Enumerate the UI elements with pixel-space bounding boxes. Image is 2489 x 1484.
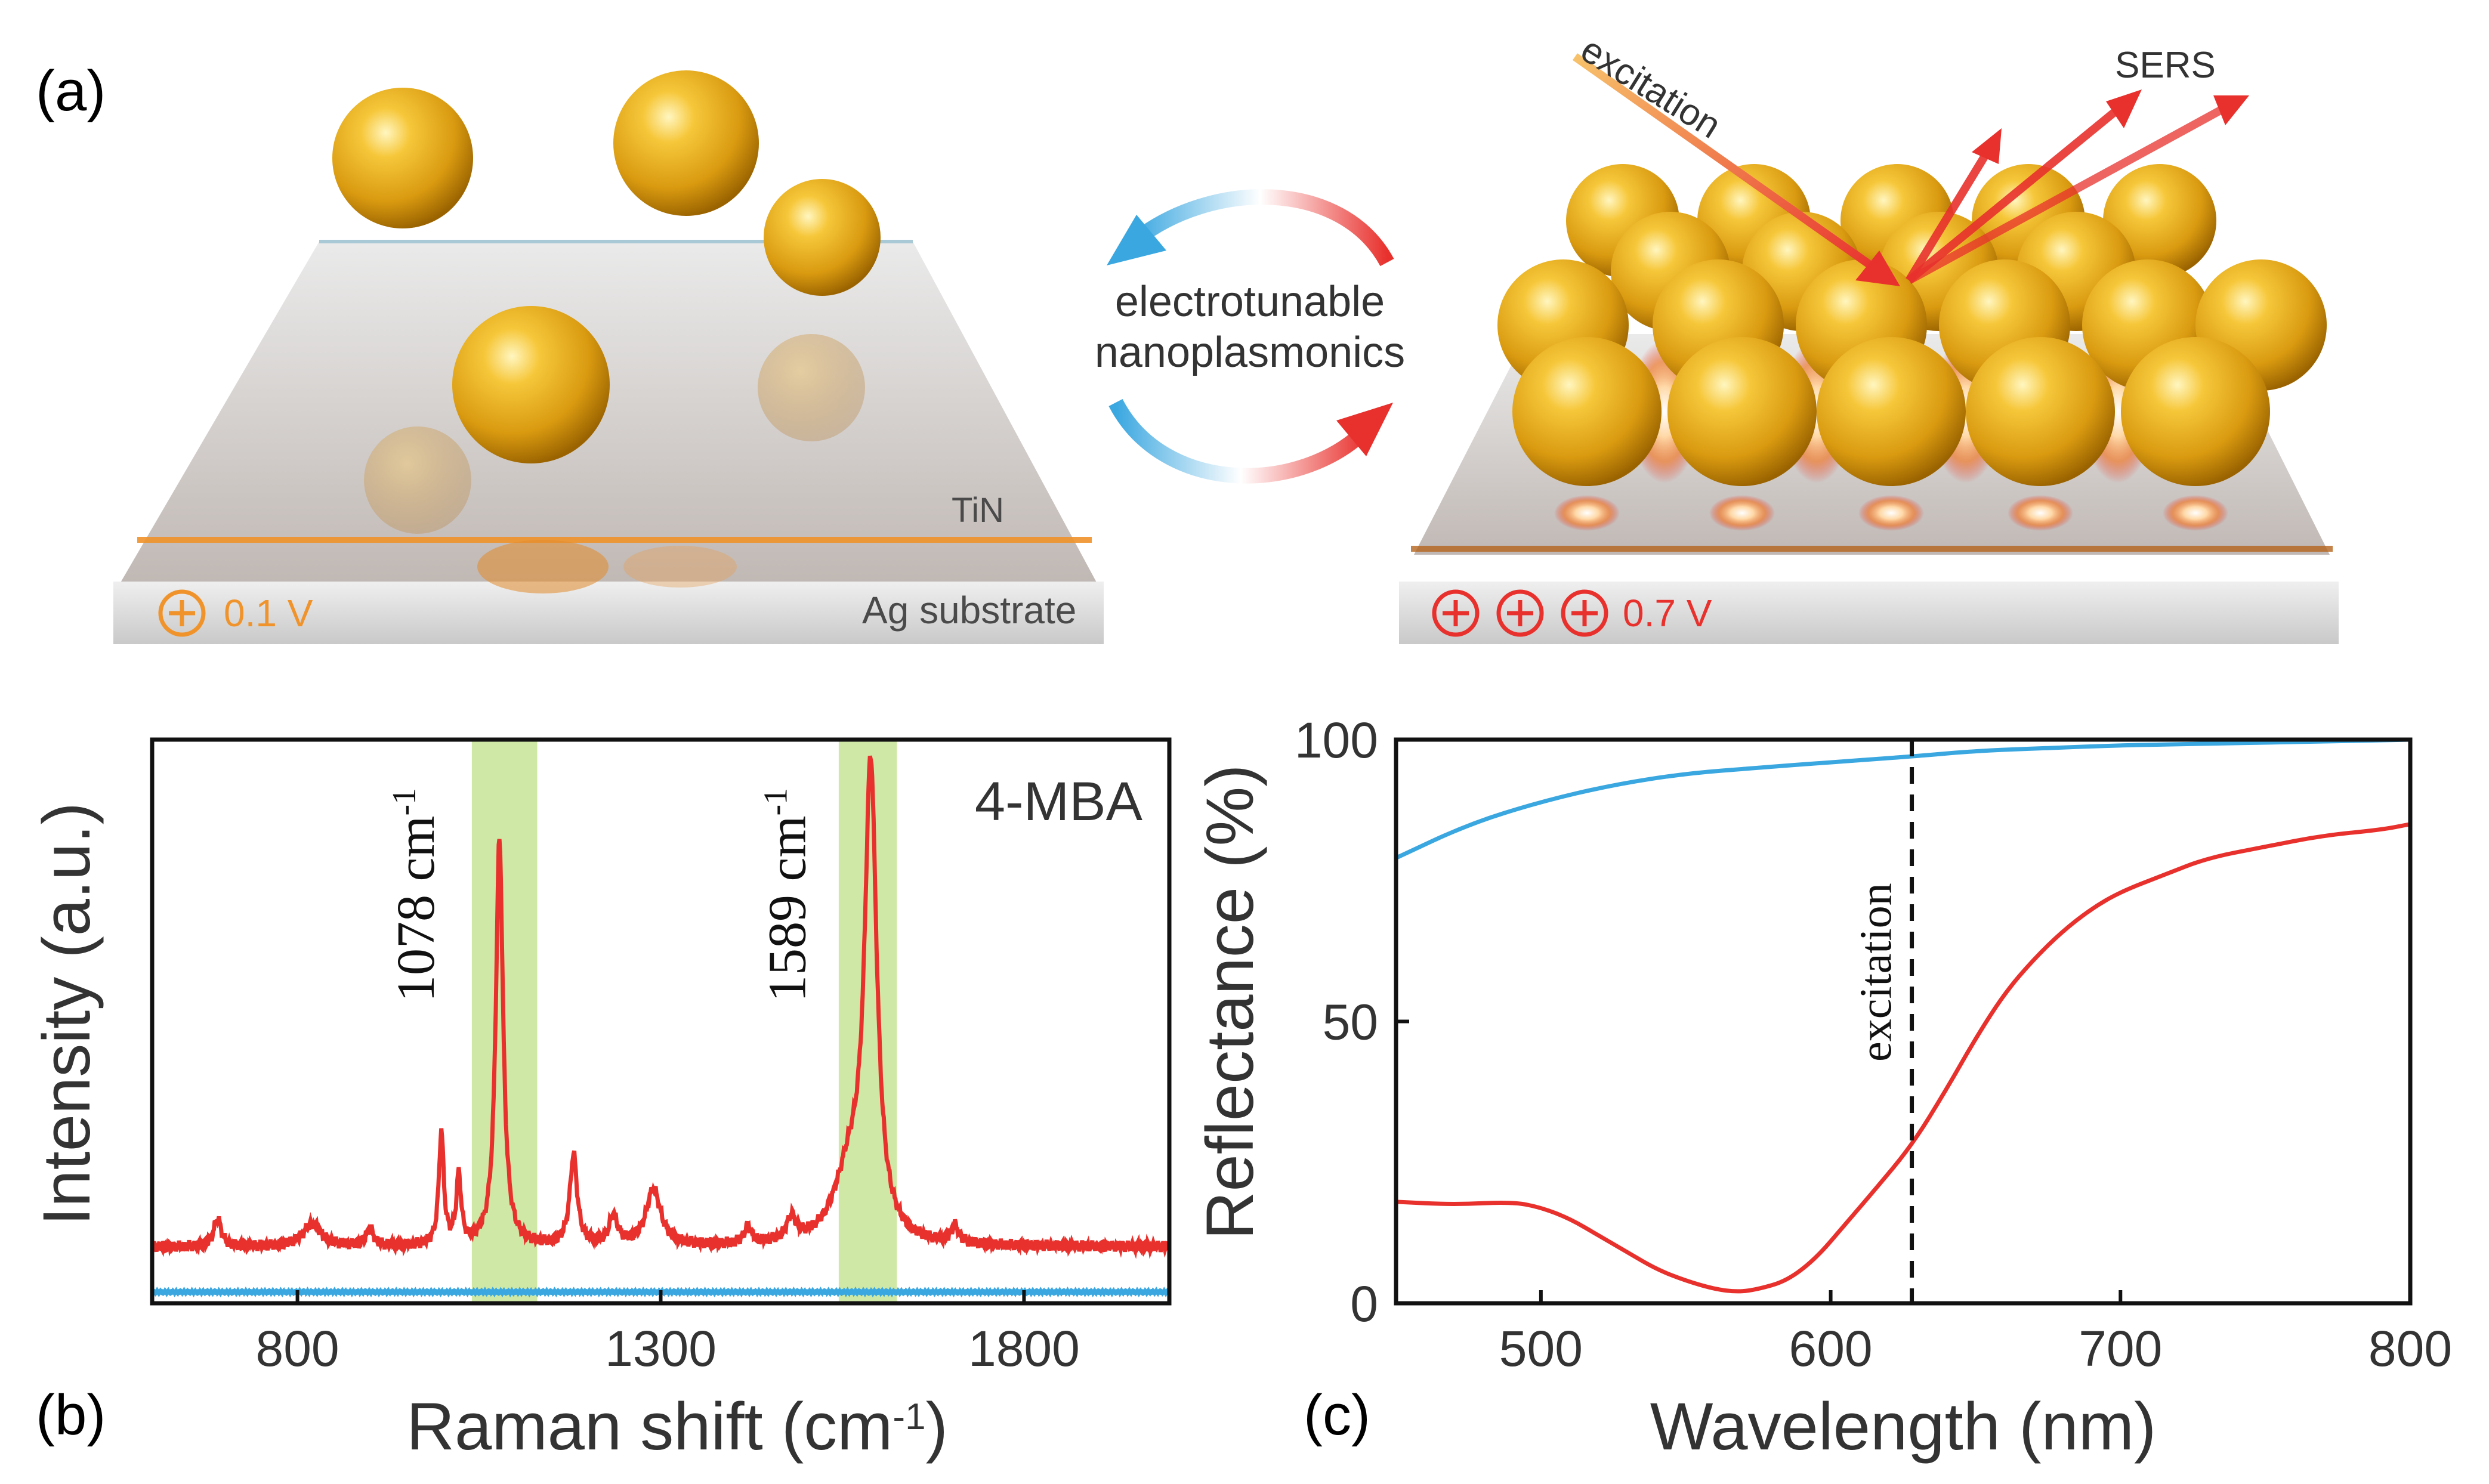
bottom-arc-arrowhead-icon [1336,403,1393,456]
panel-c-letter: (c) [1304,1383,1370,1447]
x-tick-label: 700 [2079,1321,2162,1377]
ag-substrate-label: Ag substrate [862,589,1076,632]
panel-b: (b) 800 1300 1800 4-MBA 1078 cm-1 1589 cm-1 R… [29,737,1172,1464]
reflectance-line [1395,822,2411,1294]
right-scene: excitation SERS 0.7 V [1399,29,2339,644]
raman-chart: 800 1300 1800 4-MBA 1078 cm-1 1589 cm-1 [150,737,1172,1377]
gold-nanoparticle [1512,337,1662,486]
sers-label: SERS [2115,45,2216,86]
plasmonic-hotspot [1554,495,1620,531]
plus-circle-icon [1496,589,1544,637]
y-tick-label: 100 [1295,712,1378,768]
sers-arrowhead-icon [2106,89,2142,128]
electrotunable-label: electrotunable [1115,278,1385,326]
excitation-arrowhead-icon [1855,251,1900,286]
sers-arrowhead-icon [1972,128,2002,164]
plasmonic-hotspot [2008,495,2073,531]
y-tick-label: 50 [1323,994,1378,1050]
right-ag-substrate [1399,582,2339,644]
peak-label: 1078 cm-1 [386,788,446,1002]
x-tick-label: 500 [1499,1321,1583,1377]
molecule-annotation: 4-MBA [975,771,1143,832]
plus-circle-icon [1561,589,1608,637]
plasmonic-hotspot [1709,495,1775,531]
peak-label: 1589 cm-1 [757,788,817,1002]
left-scene: TiN Ag substrate 0.1 V [113,70,1104,644]
ghost-particle [477,540,609,593]
gold-nanoparticle [1966,337,2115,486]
top-arc-arrow [1128,189,1394,267]
x-tick-label: 1800 [968,1321,1080,1377]
panel-a: (a) TiN Ag substrate 0.1 V [36,29,2339,644]
gold-nanoparticle [2121,337,2270,486]
reflectance-chart: excitation 500 600 700 800 0 50 100 [1295,712,2452,1377]
spectrum-line [150,755,1172,1259]
panel-a-letter: (a) [36,59,106,123]
reflectance-y-axis-label: Reflectance (%) [1193,765,1267,1240]
sers-beams [1906,89,2249,285]
plasmonic-hotspot [1858,495,1924,531]
right-plus-icons [1432,589,1608,637]
x-tick-label: 1300 [605,1321,717,1377]
gold-nanoparticle [1667,337,1817,486]
nanoplasmonics-label: nanoplasmonics [1095,329,1405,376]
right-voltage-label: 0.7 V [1623,592,1712,635]
plus-circle-icon [158,589,206,637]
ghost-particle [623,546,737,588]
gold-nanoparticle [1817,337,1966,486]
plasmonic-hotspot [2163,495,2228,531]
x-tick-label: 800 [255,1321,339,1377]
excitation-beam [1572,53,1882,275]
panel-c: (c) excitation 500 600 700 800 0 50 100 Wavelen… [1193,712,2452,1464]
left-plus-icons [158,589,206,637]
panel-b-letter: (b) [36,1383,106,1447]
plot-frame [1394,737,2413,1306]
ghost-particle [364,426,471,534]
raman-x-axis-label: Raman shift (cm-1) [406,1389,948,1464]
x-tick-label: 600 [1789,1321,1872,1377]
top-arc-arrowhead-icon [1107,215,1166,265]
bottom-arc-arrow [1108,398,1372,484]
reflectance-x-axis-label: Wavelength (nm) [1650,1389,2157,1464]
left-voltage-label: 0.1 V [224,592,313,635]
plus-circle-icon [1432,589,1480,637]
excitation-label: excitation [1574,29,1728,146]
left-ag-substrate [113,582,1104,644]
raman-y-axis-label: Intensity (a.u.) [29,802,104,1226]
excitation-line-label: excitation [1851,883,1901,1062]
gold-nanoparticle [332,88,473,228]
y-tick-label: 0 [1350,1276,1378,1332]
nanoparticle-array [1497,164,2327,531]
sers-arrowhead-icon [2213,95,2249,125]
ghost-particle [758,334,865,441]
left-tin-layer [119,242,1098,585]
gold-nanoparticle [613,70,759,216]
reflectance-line [1395,737,2411,860]
x-tick-label: 800 [2368,1321,2452,1377]
gold-nanoparticle [764,179,881,296]
gold-nanoparticle [452,306,610,463]
electrotunable-cycle: electrotunable nanoplasmonics [1095,189,1405,484]
tin-label: TiN [952,491,1004,530]
